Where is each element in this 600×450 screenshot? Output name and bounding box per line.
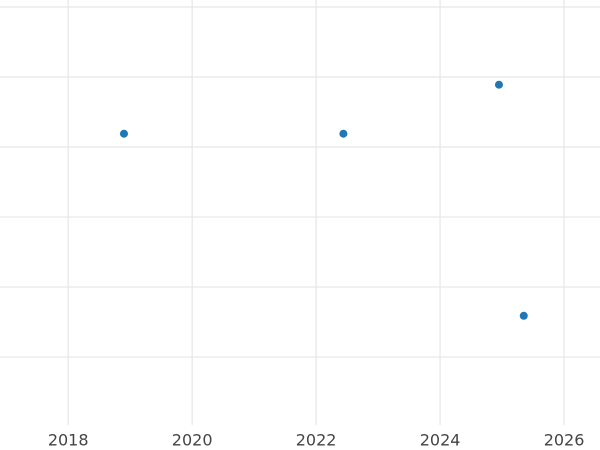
- point: [494, 80, 503, 89]
- x-tick-label: 2022: [296, 431, 337, 450]
- x-tick-label: 2018: [48, 431, 89, 450]
- point: [519, 311, 528, 320]
- point: [339, 129, 348, 138]
- x-tick-label: 2024: [420, 431, 461, 450]
- point: [119, 129, 128, 138]
- x-tick-label: 2026: [544, 431, 585, 450]
- x-tick-label: 2020: [172, 431, 213, 450]
